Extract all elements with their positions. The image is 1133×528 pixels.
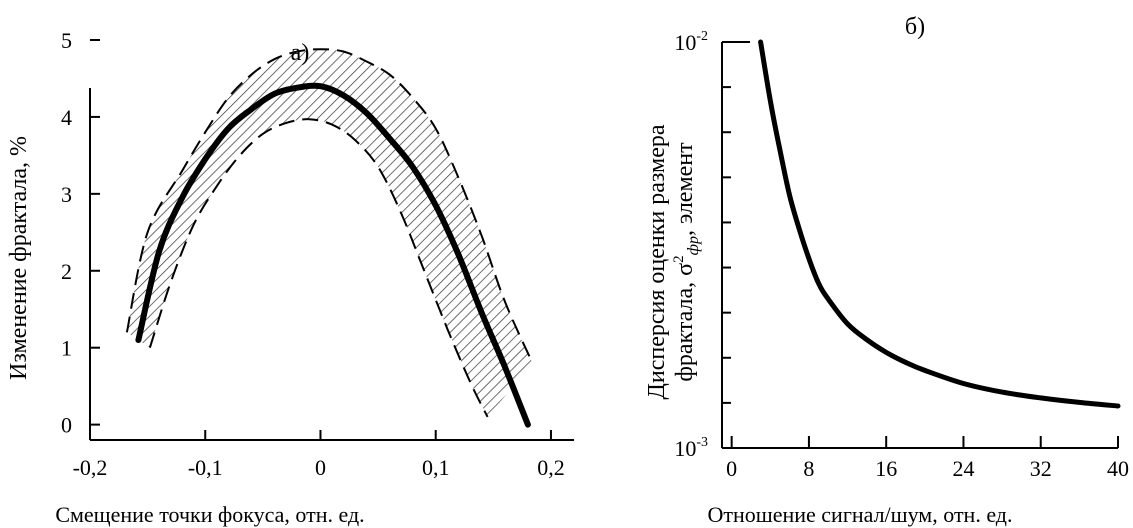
chart-b-x-tick-label: 0 — [726, 456, 737, 481]
chart-a-y-tick-label: 1 — [61, 336, 72, 361]
chart-a-upper-bound-line — [125, 48, 534, 364]
chart-b-ylabel-sub: фр — [685, 236, 702, 255]
chart-b-y-tick-label: 10-3 — [674, 435, 708, 461]
chart-b-y-tick-label: 10-2 — [674, 29, 708, 55]
chart-a-error-band — [126, 49, 533, 417]
chart-b-x-tick-label: 8 — [803, 456, 814, 481]
chart-b-ylabel-pre: фрактала, σ — [672, 263, 698, 382]
chart-a: -0,2 -0,1 0 0,1 0,2 0 1 2 3 4 5 а) Смещение точки … — [6, 28, 574, 527]
chart-a-title: а) — [291, 40, 310, 66]
chart-a-x-axis-label: Смещение точки фокуса, отн. ед. — [55, 502, 364, 527]
chart-a-y-tick-label: 5 — [61, 28, 72, 53]
chart-a-x-tick-label: 0 — [315, 455, 326, 480]
chart-a-y-tick-label: 4 — [61, 105, 72, 130]
chart-b-y-tick-base: 10 — [674, 436, 696, 461]
chart-b-ylabel-post: , элемент — [672, 142, 698, 236]
chart-a-hatched-band — [126, 49, 533, 417]
chart-b-x-tick-label: 24 — [952, 456, 974, 481]
chart-b-y-tick-exponent: -3 — [696, 435, 708, 450]
chart-b-x-tick-label: 32 — [1030, 456, 1052, 481]
chart-b-y-axis-label-line2: фрактала, σ2фр, элемент — [671, 142, 702, 382]
chart-a-x-tick-label: -0,2 — [73, 455, 108, 480]
chart-b-axes — [721, 41, 1118, 449]
chart-a-x-tick-label: 0,1 — [422, 455, 450, 480]
chart-b-series — [758, 39, 1121, 409]
chart-a-axes — [89, 88, 574, 441]
chart-a-series — [125, 48, 534, 428]
chart-b-title: б) — [905, 14, 925, 40]
chart-b-y-tick-base: 10 — [674, 30, 696, 55]
chart-b-x-tick-label: 40 — [1107, 456, 1129, 481]
chart-a-x-tick-label: -0,1 — [188, 455, 223, 480]
chart-a-ticks: -0,2 -0,1 0 0,1 0,2 0 1 2 3 4 5 — [61, 28, 565, 480]
chart-b-y-tick-exponent: -2 — [696, 29, 708, 44]
chart-a-mean-line — [135, 82, 531, 428]
chart-a-lower-bound-line — [148, 118, 489, 418]
chart-b-x-tick-label: 16 — [875, 456, 897, 481]
chart-b-y-axis-label-line1: Дисперсия оценки размера — [644, 124, 670, 399]
chart-b-x-axis-label: Отношение сигнал/шум, отн. ед. — [707, 502, 1012, 527]
chart-b-curve — [758, 39, 1121, 409]
chart-a-y-axis-label: Изменение фрактала, % — [6, 136, 32, 380]
chart-a-y-tick-label: 2 — [61, 259, 72, 284]
chart-a-x-tick-label: 0,2 — [537, 455, 565, 480]
chart-a-y-tick-label: 3 — [61, 182, 72, 207]
chart-a-y-tick-label: 0 — [61, 413, 72, 438]
chart-b-ylabel-sup: 2 — [671, 255, 687, 263]
